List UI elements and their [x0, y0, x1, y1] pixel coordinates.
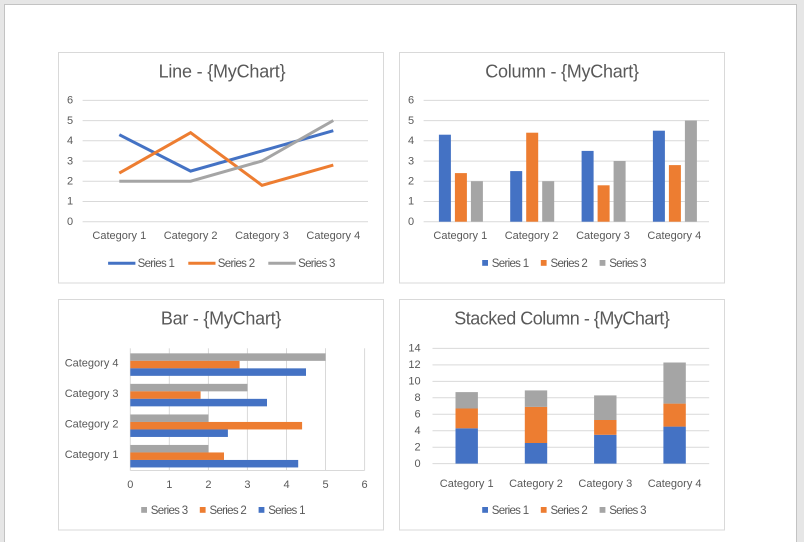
svg-text:Category 4: Category 4	[65, 358, 119, 370]
svg-text:0: 0	[414, 458, 420, 470]
svg-text:6: 6	[362, 479, 368, 491]
svg-text:5: 5	[67, 115, 73, 127]
svg-text:1: 1	[67, 196, 73, 208]
svg-text:Series 2: Series 2	[551, 258, 588, 270]
svg-text:Category 3: Category 3	[576, 230, 630, 242]
svg-text:Category 1: Category 1	[440, 478, 494, 490]
svg-text:Stacked Column - {MyChart}: Stacked Column - {MyChart}	[454, 309, 670, 329]
svg-text:Category 4: Category 4	[647, 230, 701, 242]
svg-text:6: 6	[408, 95, 414, 107]
svg-text:4: 4	[414, 425, 420, 437]
svg-text:2: 2	[67, 176, 73, 188]
svg-text:Series 2: Series 2	[218, 258, 255, 270]
svg-text:4: 4	[67, 135, 73, 147]
svg-text:Category 3: Category 3	[65, 388, 119, 400]
svg-text:2: 2	[414, 441, 420, 453]
svg-text:Series 3: Series 3	[609, 505, 646, 517]
svg-text:1: 1	[166, 479, 172, 491]
svg-text:5: 5	[408, 115, 414, 127]
svg-text:6: 6	[67, 95, 73, 107]
svg-text:0: 0	[127, 479, 133, 491]
svg-text:14: 14	[408, 343, 420, 355]
svg-text:Column - {MyChart}: Column - {MyChart}	[485, 62, 639, 82]
svg-text:Category 3: Category 3	[235, 230, 289, 242]
svg-text:Category 3: Category 3	[578, 478, 632, 490]
svg-text:Series 3: Series 3	[609, 258, 646, 270]
svg-text:5: 5	[322, 479, 328, 491]
svg-text:4: 4	[283, 479, 289, 491]
svg-text:10: 10	[408, 376, 420, 388]
svg-text:3: 3	[408, 155, 414, 167]
svg-text:Series 1: Series 1	[492, 258, 529, 270]
svg-text:Category 2: Category 2	[505, 230, 559, 242]
svg-text:Series 3: Series 3	[151, 505, 188, 517]
svg-text:Category 4: Category 4	[306, 230, 360, 242]
svg-text:4: 4	[408, 135, 414, 147]
svg-text:Category 1: Category 1	[433, 230, 487, 242]
svg-text:3: 3	[244, 479, 250, 491]
svg-text:Category 2: Category 2	[509, 478, 563, 490]
svg-text:2: 2	[408, 176, 414, 188]
svg-text:12: 12	[408, 359, 420, 371]
svg-text:8: 8	[414, 392, 420, 404]
svg-text:0: 0	[67, 216, 73, 228]
svg-text:2: 2	[205, 479, 211, 491]
svg-text:1: 1	[408, 196, 414, 208]
svg-text:6: 6	[414, 409, 420, 421]
svg-text:3: 3	[67, 155, 73, 167]
svg-text:0: 0	[408, 216, 414, 228]
svg-text:Series 1: Series 1	[492, 505, 529, 517]
svg-text:Series 1: Series 1	[268, 505, 305, 517]
svg-text:Series 3: Series 3	[298, 258, 335, 270]
svg-text:Category 4: Category 4	[648, 478, 702, 490]
svg-text:Bar - {MyChart}: Bar - {MyChart}	[161, 309, 282, 329]
svg-text:Category 1: Category 1	[65, 449, 119, 461]
svg-text:Series 2: Series 2	[210, 505, 247, 517]
svg-text:Series 1: Series 1	[138, 258, 175, 270]
svg-text:Line - {MyChart}: Line - {MyChart}	[159, 62, 286, 82]
svg-text:Category 1: Category 1	[92, 230, 146, 242]
svg-text:Category 2: Category 2	[65, 419, 119, 431]
svg-text:Series 2: Series 2	[551, 505, 588, 517]
svg-text:Category 2: Category 2	[164, 230, 218, 242]
